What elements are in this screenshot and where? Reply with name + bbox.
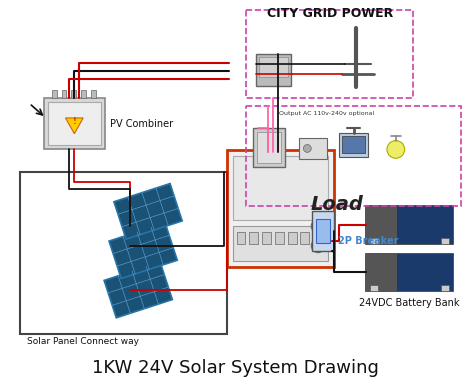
Bar bbox=[237, 232, 246, 244]
Circle shape bbox=[303, 144, 311, 152]
FancyBboxPatch shape bbox=[104, 262, 173, 318]
Text: !: ! bbox=[73, 117, 76, 127]
Bar bbox=[233, 226, 328, 261]
Text: CITY GRID POWER: CITY GRID POWER bbox=[267, 7, 393, 20]
Text: Solar Panel Connect way: Solar Panel Connect way bbox=[27, 337, 139, 346]
Bar bbox=[48, 102, 101, 146]
Bar bbox=[52, 90, 57, 98]
Bar bbox=[313, 232, 322, 244]
Circle shape bbox=[387, 141, 405, 158]
Bar bbox=[81, 90, 86, 98]
Bar bbox=[91, 90, 96, 98]
Bar bbox=[397, 206, 453, 244]
Bar bbox=[366, 253, 453, 291]
Bar bbox=[62, 90, 66, 98]
Bar bbox=[366, 253, 397, 291]
Bar bbox=[366, 206, 397, 244]
Bar bbox=[366, 206, 453, 244]
Bar bbox=[370, 285, 378, 291]
Text: PV Combiner: PV Combiner bbox=[110, 119, 173, 129]
Bar bbox=[233, 156, 328, 220]
Bar bbox=[249, 232, 258, 244]
Text: 2P Breaker: 2P Breaker bbox=[338, 236, 398, 246]
Bar bbox=[259, 57, 288, 77]
Text: 24VDC Battery Bank: 24VDC Battery Bank bbox=[359, 298, 460, 308]
Bar bbox=[397, 253, 453, 291]
Bar bbox=[257, 132, 281, 163]
Bar bbox=[342, 136, 365, 154]
Bar bbox=[275, 232, 284, 244]
Bar bbox=[339, 133, 368, 157]
Bar bbox=[441, 238, 449, 244]
Text: 1KW 24V Solar System Drawing: 1KW 24V Solar System Drawing bbox=[92, 359, 379, 377]
Bar bbox=[370, 238, 378, 244]
Circle shape bbox=[311, 239, 325, 253]
Polygon shape bbox=[65, 118, 83, 134]
FancyBboxPatch shape bbox=[114, 184, 182, 239]
Circle shape bbox=[311, 219, 325, 233]
Text: Load: Load bbox=[310, 195, 363, 214]
Bar bbox=[312, 211, 334, 251]
FancyBboxPatch shape bbox=[227, 150, 334, 268]
Bar bbox=[300, 138, 327, 159]
Bar bbox=[316, 219, 330, 243]
Bar bbox=[253, 128, 285, 167]
Bar bbox=[262, 232, 271, 244]
Bar bbox=[44, 98, 105, 149]
Text: Output AC 110v-240v optional: Output AC 110v-240v optional bbox=[279, 111, 374, 116]
Bar bbox=[72, 90, 76, 98]
Bar bbox=[441, 285, 449, 291]
Bar bbox=[288, 232, 297, 244]
FancyBboxPatch shape bbox=[109, 223, 177, 279]
Bar bbox=[301, 232, 310, 244]
Bar bbox=[256, 54, 291, 86]
